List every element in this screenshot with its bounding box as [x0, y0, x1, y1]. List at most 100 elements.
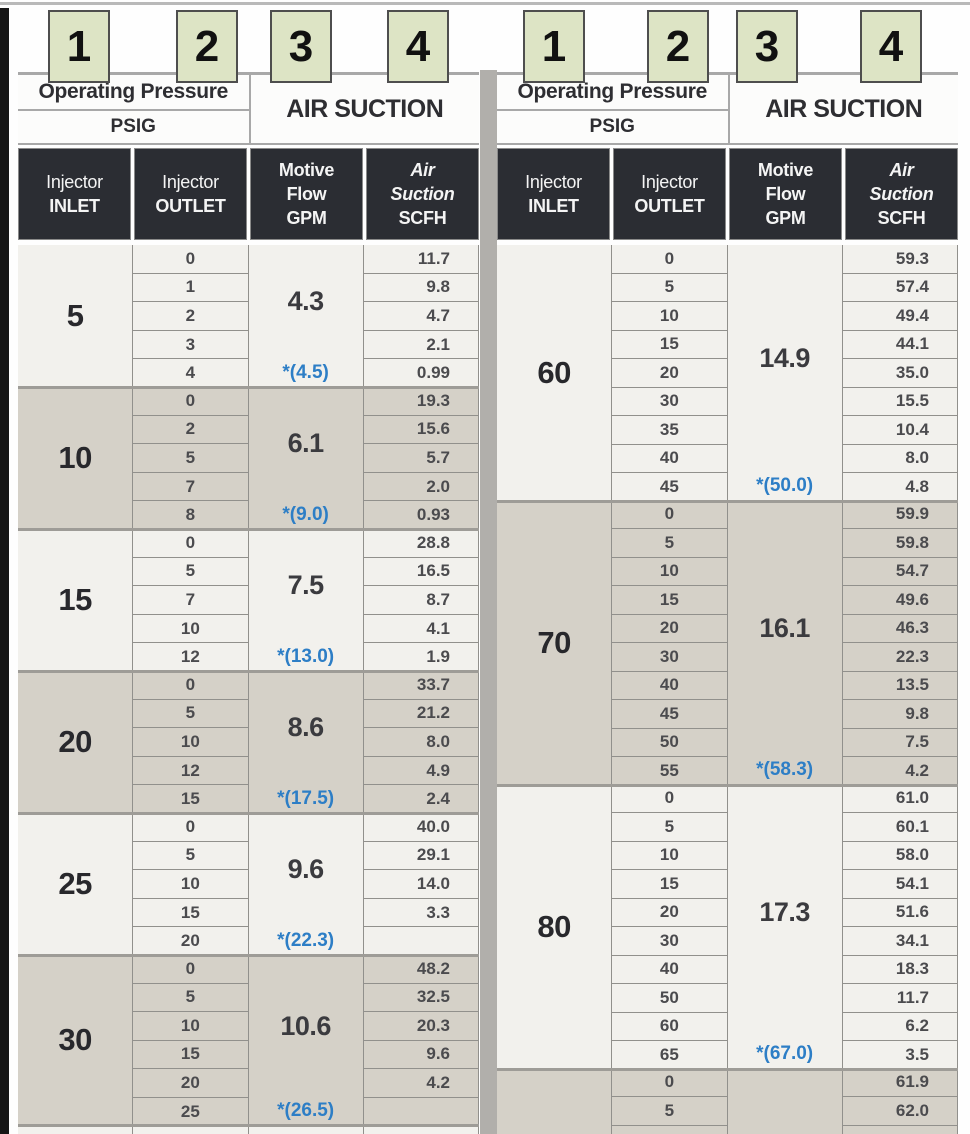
- scfh-column: 19.3 15.6 5.7 2.0 0.93: [362, 387, 479, 529]
- outlet-value: 1: [133, 274, 248, 303]
- inlet-pressure-value: 20: [58, 724, 92, 759]
- scfh-value: 61.0: [842, 785, 957, 814]
- scfh-value: 20.3: [363, 1012, 478, 1041]
- left-border-bar: [0, 8, 9, 1134]
- outlet-value: 5: [133, 558, 248, 587]
- scfh-column: 40.0 29.1 14.0 3.3: [362, 813, 479, 955]
- scfh-value: 18.3: [842, 956, 957, 985]
- max-outlet-value: *(22.3): [277, 929, 335, 951]
- outlet-value: 60: [612, 1013, 727, 1042]
- outlet-value: 20: [612, 359, 727, 388]
- max-outlet-value: *(58.3): [756, 759, 814, 781]
- outlet-value: 7: [133, 473, 248, 502]
- scfh-column: 48.2 32.5 20.3 9.6 4.2: [362, 955, 479, 1126]
- outlet-column: 0 5 10 15 20 30 35 40 45: [611, 245, 728, 501]
- motive-flow-cell: [249, 1125, 363, 1134]
- motive-flow-cell: 7.5 *(13.0): [249, 529, 363, 671]
- outlet-value: 0: [133, 813, 248, 842]
- outlet-value: 55: [659, 760, 679, 780]
- pressure-table-right: Operating Pressure PSIG AIR SUCTION Inje…: [497, 72, 958, 1134]
- header-motive-flow: Motive Flow GPM: [729, 148, 842, 240]
- operating-pressure-header: Operating Pressure PSIG: [497, 75, 728, 143]
- scfh-value: 7.5: [842, 729, 957, 758]
- header-line: OUTLET: [155, 196, 226, 216]
- scfh-value: 10.4: [842, 416, 957, 445]
- header-line: Air: [410, 160, 435, 180]
- motive-flow-value: 4.3: [287, 286, 325, 317]
- scfh-value: 33.7: [363, 671, 478, 700]
- scfh-value: 62.0: [842, 1097, 957, 1127]
- header-injector-inlet: Injector INLET: [18, 148, 131, 240]
- operating-pressure-label: Operating Pressure: [497, 75, 728, 111]
- scfh-column: 61.0 60.1 58.0 54.1 51.6 34.1 18.3 11.7 6.2 3.5: [841, 784, 958, 1069]
- scfh-value: 11.7: [363, 245, 478, 274]
- header-line: SCFH: [877, 208, 926, 228]
- scfh-value: 9.8: [363, 274, 478, 303]
- top-border-line: [0, 2, 970, 5]
- scfh-value: 34.1: [842, 927, 957, 956]
- outlet-column: [132, 1125, 249, 1134]
- outlet-value: 5: [612, 813, 727, 842]
- header-injector-outlet: Injector OUTLET: [134, 148, 247, 240]
- outlet-column: 0 5 7 10 12: [132, 529, 249, 671]
- scfh-column: 11.7 9.8 4.7 2.1 0.99: [362, 245, 479, 387]
- outlet-value: 65: [659, 1044, 679, 1064]
- outlet-value: 45: [659, 476, 679, 496]
- scfh-value: 28.8: [363, 529, 478, 558]
- pressure-group: 80 0 5 10 15 20 30 40 50 60 65 17.3 *(67.0) 61.0 60.1 5…: [497, 783, 958, 1069]
- inlet-pressure-cell: [497, 1069, 611, 1134]
- scfh-value: 32.5: [363, 984, 478, 1013]
- psig-label: PSIG: [110, 116, 156, 137]
- header-line: Flow: [765, 184, 806, 204]
- scfh-value: 4.7: [363, 302, 478, 331]
- outlet-value: 15: [133, 1041, 248, 1070]
- header-motive-flow: Motive Flow GPM: [250, 148, 363, 240]
- header-line: OUTLET: [634, 196, 705, 216]
- outlet-value: 0: [612, 785, 727, 814]
- inlet-pressure-value: 70: [537, 624, 571, 660]
- scfh-value: 51.6: [842, 899, 957, 928]
- scfh-value: 5.7: [363, 444, 478, 473]
- motive-flow-value: 16.1: [759, 612, 810, 643]
- motive-flow-value: 17.3: [759, 896, 810, 927]
- header-air-suction-scfh: Air Suction SCFH: [366, 148, 479, 240]
- outlet-value: 50: [612, 984, 727, 1013]
- outlet-value: 0: [612, 245, 727, 274]
- motive-flow-value: [728, 1069, 842, 1126]
- max-outlet-value: [249, 1125, 363, 1134]
- scfh-column: 59.3 57.4 49.4 44.1 35.0 15.5 10.4 8.0 4.8: [841, 245, 958, 501]
- max-outlet-value: *(17.5): [277, 787, 335, 809]
- motive-flow-cell: 8.6 *(17.5): [249, 671, 363, 813]
- inlet-pressure-value: 30: [58, 1022, 92, 1058]
- scfh-value: 49.6: [842, 586, 957, 615]
- max-outlet-value: *(50.0): [756, 475, 814, 497]
- scfh-value: 2.1: [363, 331, 478, 360]
- outlet-value: [133, 1125, 247, 1134]
- scfh-value: 54.7: [842, 558, 957, 587]
- outlet-value: 7: [133, 586, 248, 615]
- header-line: Motive: [757, 160, 814, 180]
- header-line: GPM: [286, 208, 327, 228]
- scfh-value: 4.9: [363, 757, 478, 786]
- motive-flow-cell: 14.9 *(50.0): [728, 245, 842, 501]
- max-outlet-value: *(9.0): [282, 503, 329, 525]
- scfh-value: 61.9: [842, 1069, 957, 1098]
- outlet-value: 12: [180, 647, 200, 667]
- scfh-value: [843, 1126, 957, 1134]
- scfh-value: 0.93: [416, 505, 450, 525]
- column-callout-3: 3: [736, 10, 798, 83]
- outlet-value: 12: [133, 757, 248, 786]
- motive-flow-value: 14.9: [759, 343, 810, 374]
- outlet-value: 15: [612, 870, 727, 899]
- outlet-value: 0: [612, 501, 727, 530]
- scfh-value: 9.6: [363, 1041, 478, 1070]
- outlet-value: 40: [612, 445, 727, 474]
- outlet-value: 40: [612, 672, 727, 701]
- scfh-value: 1.9: [426, 647, 450, 667]
- scfh-value: 57.4: [842, 274, 957, 303]
- inlet-pressure-cell: 10: [18, 387, 132, 529]
- pressure-group: 10 0 2 5 7 8 6.1 *(9.0) 19.3 15.6 5.7 2.0 0.93: [18, 386, 479, 529]
- inlet-pressure-value: 25: [58, 866, 92, 901]
- scfh-value: 4.1: [363, 615, 478, 644]
- scfh-value: 8.0: [363, 728, 478, 757]
